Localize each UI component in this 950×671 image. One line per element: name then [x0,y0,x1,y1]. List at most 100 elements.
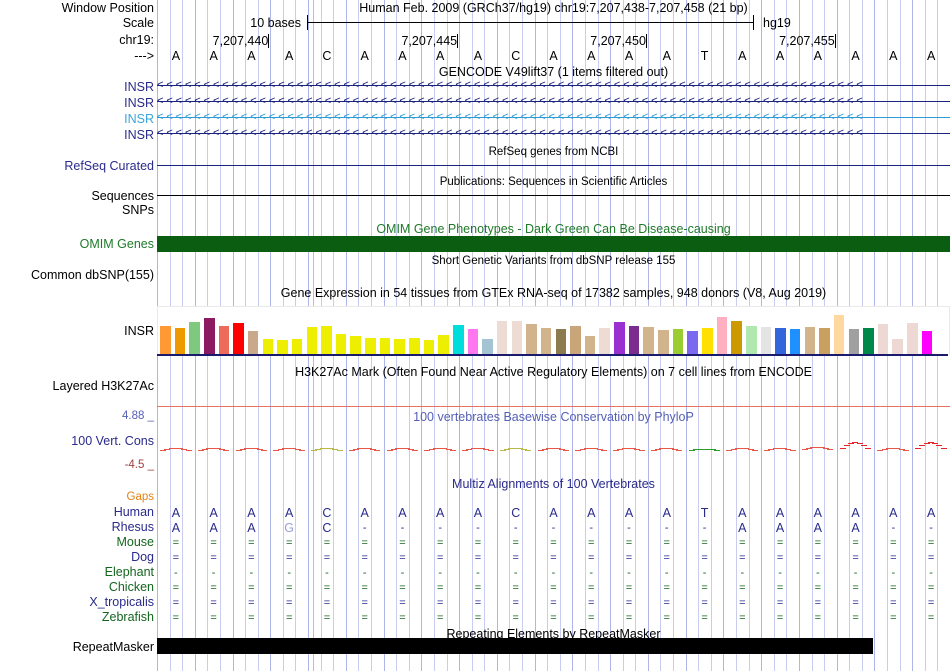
gtex-tissue-bar[interactable] [218,326,230,355]
gtex-tissue-bar[interactable] [233,323,244,355]
gtex-tissue-bar[interactable] [203,318,215,355]
label-species-x-tropicalis[interactable]: X_tropicalis [89,595,154,609]
gtex-tissue-bar[interactable] [745,326,757,355]
gtex-tissue-bar[interactable] [892,339,903,355]
gtex-tissue-bar[interactable] [350,336,361,355]
multiz-base: = [927,597,935,609]
gtex-tissue-bar[interactable] [262,339,274,355]
omim-gene-bar[interactable] [157,236,950,252]
label-species-rhesus[interactable]: Rhesus [111,520,154,534]
gtex-tissue-bar[interactable] [511,321,523,355]
gtex-tissue-bar[interactable] [291,339,303,355]
gtex-tissue-bar[interactable] [863,328,874,355]
multiz-base: - [627,567,631,579]
gencode-gene-row[interactable]: <<<<<<<<<<<<<<<<<<<<<<<<<<<<<<<<<<<<<<<<… [157,95,950,107]
gtex-tissue-bar[interactable] [160,326,171,355]
gtex-tissue-bar[interactable] [833,315,845,355]
multiz-base: = [172,582,180,594]
conservation-wiggle[interactable] [157,428,950,466]
gtex-tissue-bar[interactable] [365,338,376,355]
gtex-tissue-bar[interactable] [599,328,611,355]
gtex-expression-barchart[interactable] [157,306,950,355]
label-sequences[interactable]: Sequences [91,189,154,203]
label-repeatmasker[interactable]: RepeatMasker [72,640,154,654]
gtex-tissue-bar[interactable] [628,326,640,355]
label-gencode-insr-4[interactable]: INSR [124,128,154,142]
gtex-tissue-bar[interactable] [819,328,830,355]
label-refseq-curated[interactable]: RefSeq Curated [64,159,154,173]
label-gencode-insr-1[interactable]: INSR [124,80,154,94]
gtex-tissue-bar[interactable] [804,327,816,355]
gencode-gene-row[interactable]: <<<<<<<<<<<<<<<<<<<<<<<<<<<<<<<<<<<<<<<<… [157,79,950,91]
gtex-tissue-bar[interactable] [716,317,728,355]
gtex-tissue-bar[interactable] [760,327,772,355]
gtex-tissue-bar[interactable] [453,325,464,355]
track-data-pane[interactable]: Human Feb. 2009 (GRCh37/hg19) chr19:7,20… [157,0,950,671]
gtex-tissue-bar[interactable] [247,331,259,355]
gtex-tissue-bar[interactable] [672,329,684,355]
gtex-tissue-bar[interactable] [189,322,200,355]
gtex-tissue-bar[interactable] [555,329,567,355]
label-100-vert-cons[interactable]: 100 Vert. Cons [71,434,154,448]
gtex-tissue-bar[interactable] [540,328,552,355]
gtex-tissue-bar[interactable] [496,321,508,355]
gtex-tissue-bar[interactable] [877,324,889,355]
publications-seq-line[interactable] [157,195,950,196]
gtex-tissue-bar[interactable] [335,334,347,355]
gtex-tissue-bar[interactable] [921,331,933,355]
gtex-tissue-bar[interactable] [467,329,479,355]
gtex-tissue-bar[interactable] [438,335,449,355]
label-species-dog[interactable]: Dog [131,550,154,564]
gtex-tissue-bar[interactable] [321,326,332,355]
gencode-gene-row[interactable]: <<<<<<<<<<<<<<<<<<<<<<<<<<<<<<<<<<<<<<<<… [157,127,950,139]
gtex-tissue-bar[interactable] [584,336,596,355]
ruler-tick [646,34,647,48]
gencode-gene-row[interactable]: <<<<<<<<<<<<<<<<<<<<<<<<<<<<<<<<<<<<<<<<… [157,111,950,123]
label-species-chicken[interactable]: Chicken [108,580,154,594]
gtex-tissue-bar[interactable] [643,327,654,355]
gtex-tissue-bar[interactable] [379,338,391,355]
gtex-tissue-bar[interactable] [277,340,288,355]
label-omim-genes[interactable]: OMIM Genes [79,237,154,251]
label-gtex-insr[interactable]: INSR [124,324,154,338]
gtex-tissue-bar[interactable] [702,328,713,355]
label-species-mouse[interactable]: Mouse [116,535,154,549]
gtex-tissue-bar[interactable] [775,328,786,355]
gtex-tissue-bar[interactable] [731,321,742,355]
label-species-zebrafish[interactable]: Zebrafish [101,610,154,624]
gtex-tissue-bar[interactable] [614,322,625,355]
gtex-tissue-bar[interactable] [658,330,669,355]
gtex-tissue-bar[interactable] [423,340,435,355]
gtex-tissue-bar[interactable] [789,329,801,355]
label-species-human[interactable]: Human [113,505,154,519]
label-layered-h3k27ac[interactable]: Layered H3K27Ac [52,379,154,393]
conservation-segment [319,448,326,449]
label-species-elephant[interactable]: Elephant [104,565,154,579]
gtex-tissue-bar[interactable] [907,323,918,355]
multiz-base: = [814,597,822,609]
gtex-tissue-bar[interactable] [526,324,537,355]
refseq-gene-line[interactable] [157,165,950,166]
multiz-base: = [852,552,859,564]
label-gencode-insr-3[interactable]: INSR [124,112,154,126]
conservation-segment [206,448,213,449]
gtex-tissue-bar[interactable] [174,328,186,355]
gtex-tissue-bar[interactable] [570,326,581,355]
repeatmasker-bar[interactable] [157,638,873,654]
gtex-tissue-bar[interactable] [482,339,493,355]
gtex-tissue-bar[interactable] [848,329,860,355]
gtex-tissue-bar[interactable] [306,327,318,355]
gtex-tissue-bar[interactable] [687,331,698,355]
conservation-segment [428,449,435,450]
multiz-base: = [248,582,255,594]
ruler-coordinate: 7,207,450 [590,34,646,48]
gtex-tissue-bar[interactable] [409,338,420,355]
label-common-dbsnp[interactable]: Common dbSNP(155) [31,268,154,282]
label-snps[interactable]: SNPs [122,203,154,217]
multiz-base: - [325,567,329,579]
gtex-tissue-bar[interactable] [394,339,405,355]
label-gencode-insr-2[interactable]: INSR [124,96,154,110]
gtex-tissue-bar[interactable] [936,349,947,355]
conservation-segment [877,450,884,451]
